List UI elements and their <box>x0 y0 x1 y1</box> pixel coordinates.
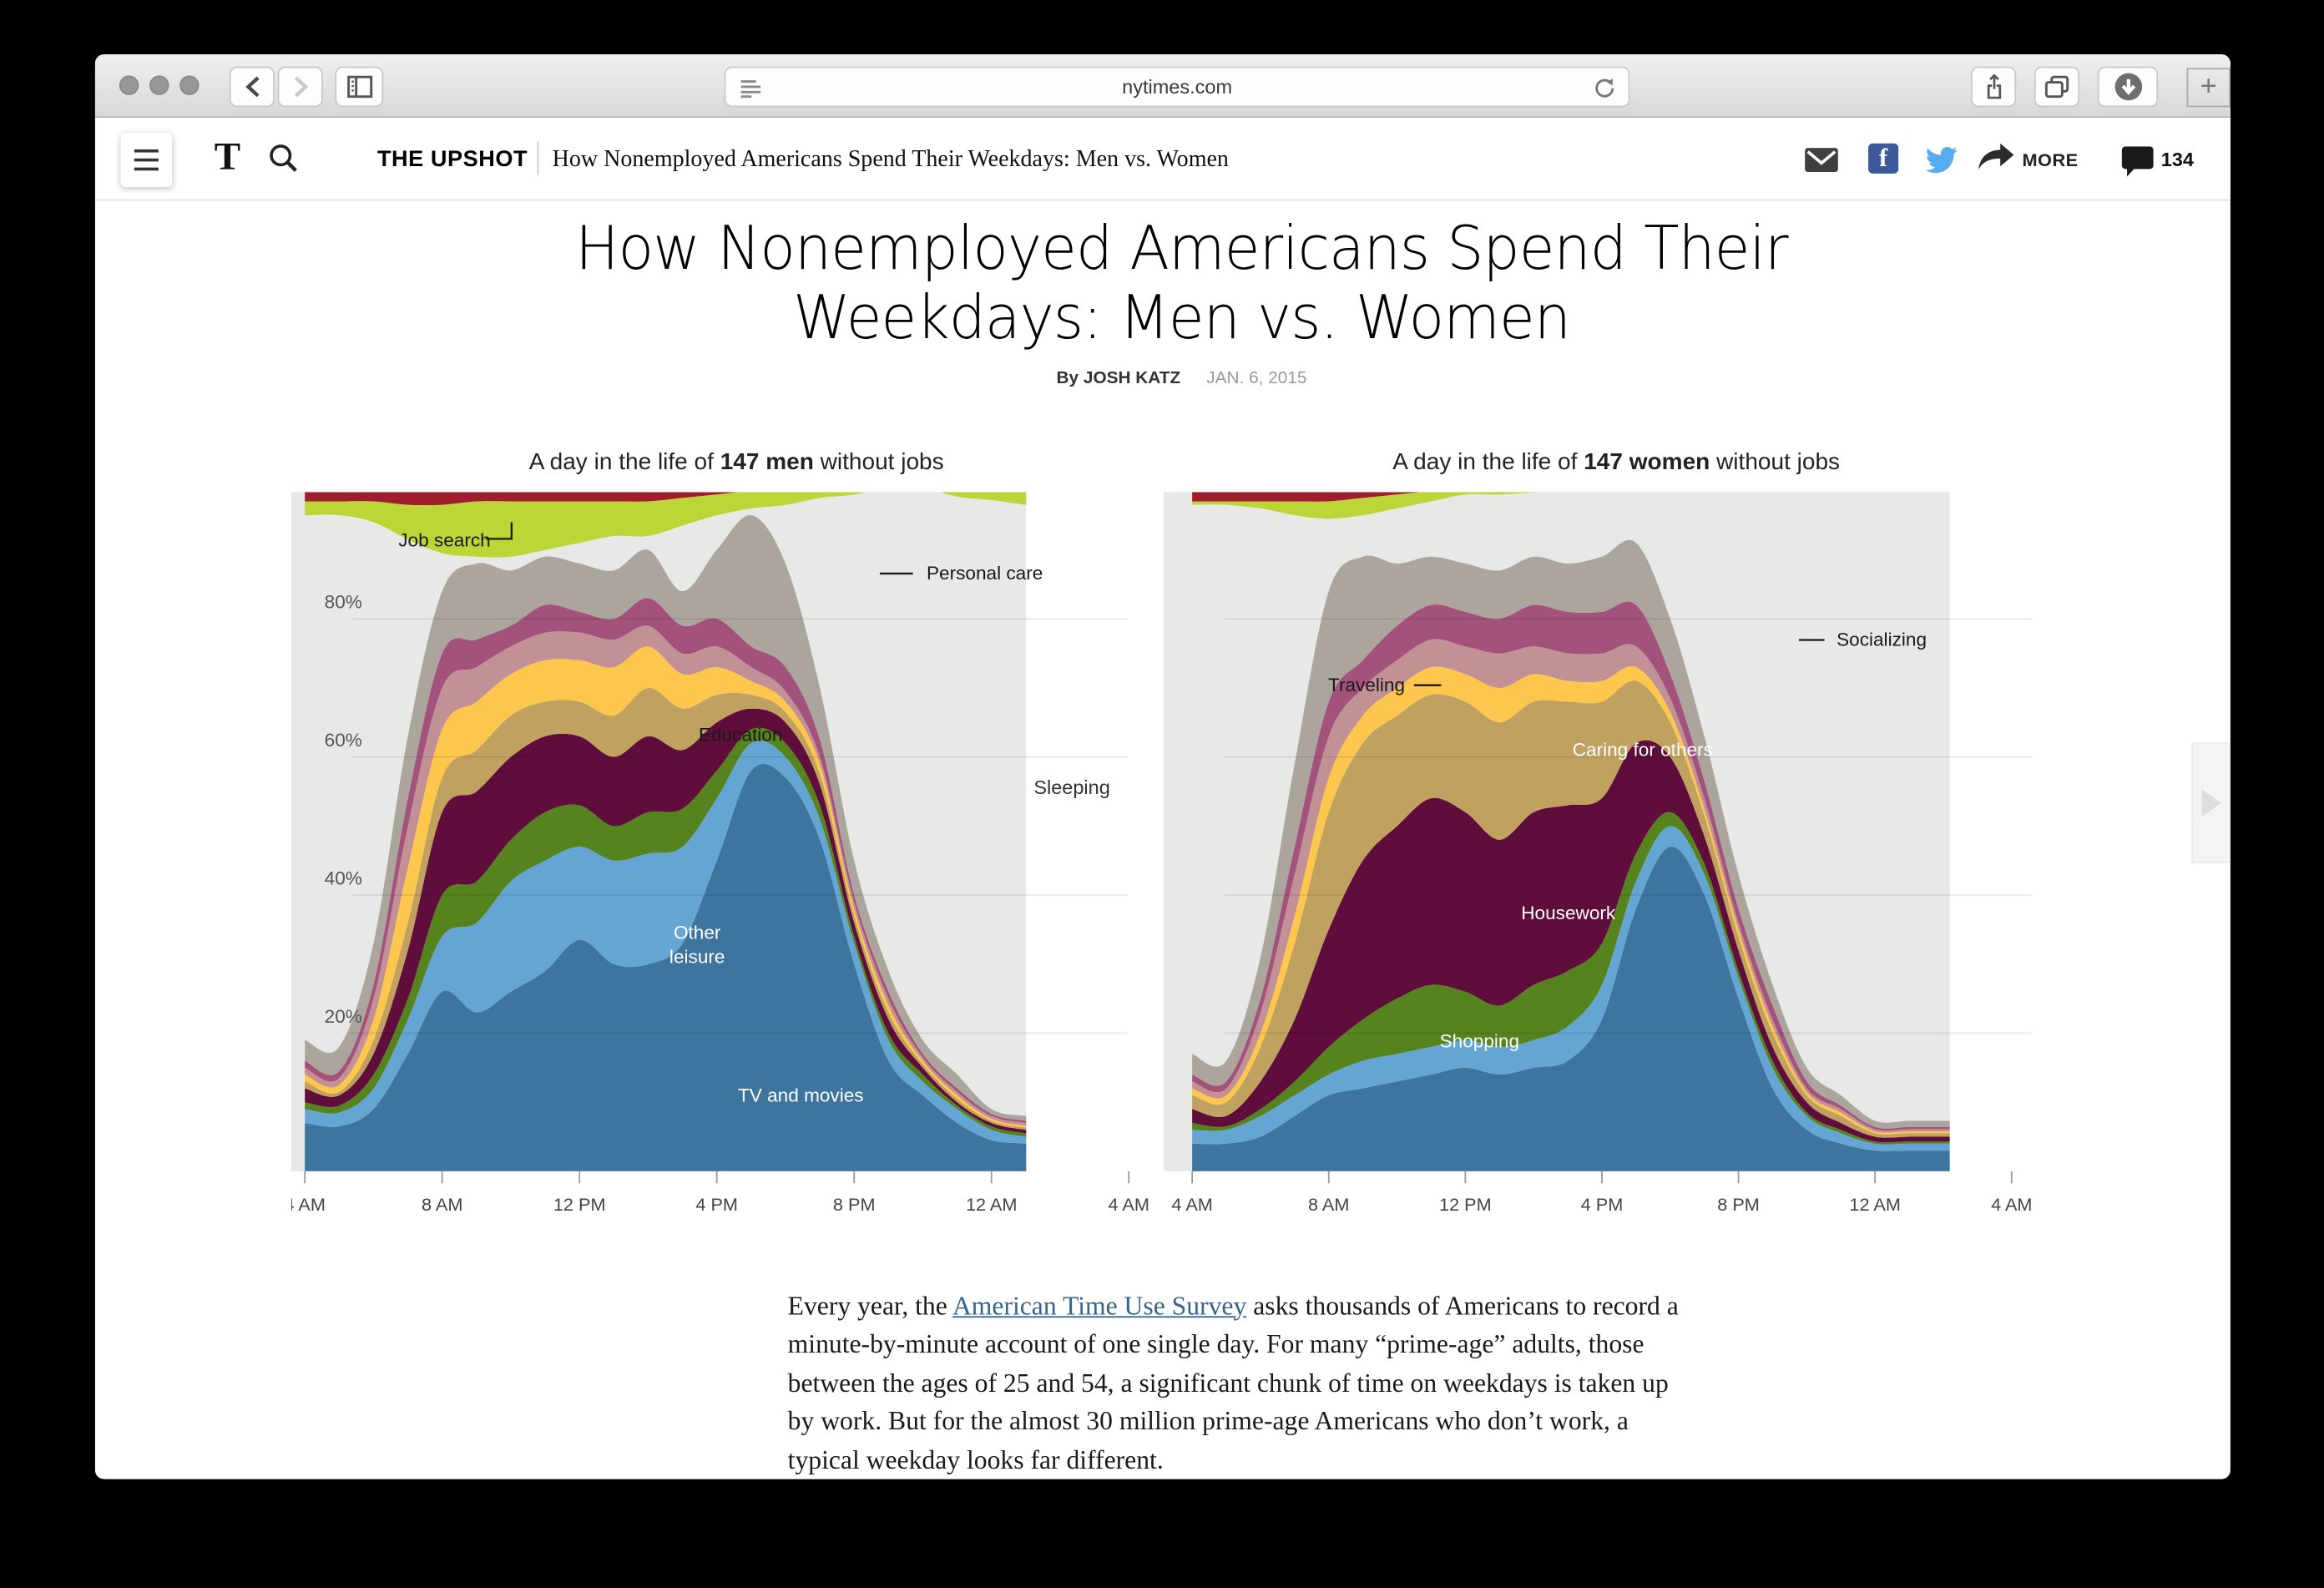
minimize-window-icon[interactable] <box>149 75 169 95</box>
svg-text:Job search: Job search <box>398 529 490 550</box>
headline-line2: Weekdays: Men vs. Women <box>793 283 1571 354</box>
facebook-icon[interactable]: f <box>1868 143 1899 174</box>
share-icon <box>1986 73 2001 99</box>
svg-text:12 PM: 12 PM <box>553 1194 606 1215</box>
svg-text:12 AM: 12 AM <box>966 1194 1017 1215</box>
svg-text:Traveling: Traveling <box>1328 675 1405 695</box>
tabs-overview-button[interactable] <box>2034 66 2080 108</box>
chart-title-men: A day in the life of 147 men without job… <box>528 449 944 476</box>
menu-button[interactable] <box>120 133 173 188</box>
author-name: JOSH KATZ <box>1083 369 1181 388</box>
svg-text:TV and movies: TV and movies <box>738 1085 864 1106</box>
svg-text:4 AM: 4 AM <box>291 1194 326 1215</box>
back-button[interactable] <box>229 66 275 108</box>
nyt-masthead: T THE UPSHOT How Nonemployed Americans S… <box>94 118 2231 201</box>
comments-count[interactable]: 134 <box>2160 148 2194 171</box>
svg-text:8 AM: 8 AM <box>422 1194 462 1215</box>
publish-date: JAN. 6, 2015 <box>1206 369 1307 388</box>
svg-text:4 PM: 4 PM <box>695 1194 738 1215</box>
address-bar[interactable]: nytimes.com <box>724 66 1630 108</box>
svg-text:4 PM: 4 PM <box>1581 1194 1624 1215</box>
svg-text:40%: 40% <box>325 867 362 888</box>
svg-text:80%: 80% <box>325 592 362 613</box>
search-icon[interactable] <box>267 142 301 175</box>
svg-text:20%: 20% <box>325 1006 362 1027</box>
svg-text:Socializing: Socializing <box>1836 630 1927 650</box>
svg-text:leisure: leisure <box>669 946 725 967</box>
reader-icon[interactable] <box>740 78 762 99</box>
url-text: nytimes.com <box>1122 75 1233 99</box>
svg-text:Caring for others: Caring for others <box>1573 740 1713 761</box>
tabs-overview-icon <box>2044 75 2069 99</box>
svg-text:Shopping: Shopping <box>1440 1031 1519 1052</box>
hamburger-icon <box>134 149 159 153</box>
streamgraph-women[interactable]: 4 AM 8 AM 12 PM 4 PM 8 PM 12 AM 4 AM Traveling S… <box>1163 492 2099 1254</box>
masthead-article-title: How Nonemployed Americans Spend Their We… <box>552 146 1229 173</box>
svg-text:Housework: Housework <box>1521 903 1616 923</box>
downloads-icon <box>2114 73 2142 101</box>
next-slide-button[interactable] <box>2190 742 2231 864</box>
article-headline: How Nonemployed Americans Spend Their We… <box>399 215 1963 353</box>
close-window-icon[interactable] <box>119 75 139 95</box>
new-tab-button[interactable]: + <box>2186 68 2231 108</box>
chart-title-women: A day in the life of 147 women without j… <box>1392 449 1841 476</box>
svg-text:8 PM: 8 PM <box>1717 1194 1760 1215</box>
masthead-divider <box>537 141 539 175</box>
comments-icon[interactable] <box>2121 146 2154 177</box>
svg-text:8 AM: 8 AM <box>1308 1194 1349 1215</box>
svg-text:4 AM: 4 AM <box>1109 1194 1149 1215</box>
reload-icon[interactable] <box>1594 77 1614 99</box>
twitter-icon[interactable] <box>1922 146 1958 174</box>
streamgraph-men[interactable]: 80% 60% 40% 20% 4 AM 8 AM 12 PM 4 PM 8 PM 12 AM 4 … <box>284 492 1197 1254</box>
atus-link[interactable]: American Time Use Survey <box>952 1289 1247 1320</box>
svg-text:4 AM: 4 AM <box>1171 1194 1212 1215</box>
svg-text:Personal care: Personal care <box>927 563 1043 584</box>
more-label[interactable]: MORE <box>2022 149 2079 171</box>
share-arrow-icon[interactable] <box>1978 143 2014 171</box>
browser-titlebar: nytimes.com <box>94 54 2231 119</box>
section-brand[interactable]: THE UPSHOT <box>376 146 528 173</box>
svg-text:12 PM: 12 PM <box>1439 1194 1492 1215</box>
article-byline: By JOSH KATZ JAN. 6, 2015 <box>1056 369 1307 388</box>
forward-chevron-icon <box>293 76 308 98</box>
back-chevron-icon <box>245 76 259 98</box>
svg-text:Other: Other <box>674 922 721 943</box>
body-paragraph: Every year, the American Time Use Survey… <box>787 1289 1679 1474</box>
zoom-window-icon[interactable] <box>179 75 200 95</box>
sidebar-icon <box>346 75 372 99</box>
headline-line1: How Nonemployed Americans Spend Their <box>575 214 1788 284</box>
safari-window: nytimes.com <box>94 54 2231 1479</box>
svg-text:60%: 60% <box>325 730 362 751</box>
svg-text:Education: Education <box>699 725 782 746</box>
sidebar-button[interactable] <box>335 66 384 108</box>
share-button[interactable] <box>1970 66 2017 108</box>
next-arrow-icon <box>2200 789 2221 817</box>
svg-text:Sleeping: Sleeping <box>1033 776 1109 798</box>
email-icon[interactable] <box>1805 148 1838 173</box>
forward-button[interactable] <box>277 66 323 108</box>
nyt-logo-icon[interactable]: T <box>214 134 241 179</box>
downloads-button[interactable] <box>2097 66 2159 108</box>
svg-text:4 AM: 4 AM <box>1991 1194 2032 1215</box>
svg-text:12 AM: 12 AM <box>1849 1194 1900 1215</box>
svg-text:8 PM: 8 PM <box>833 1194 876 1215</box>
